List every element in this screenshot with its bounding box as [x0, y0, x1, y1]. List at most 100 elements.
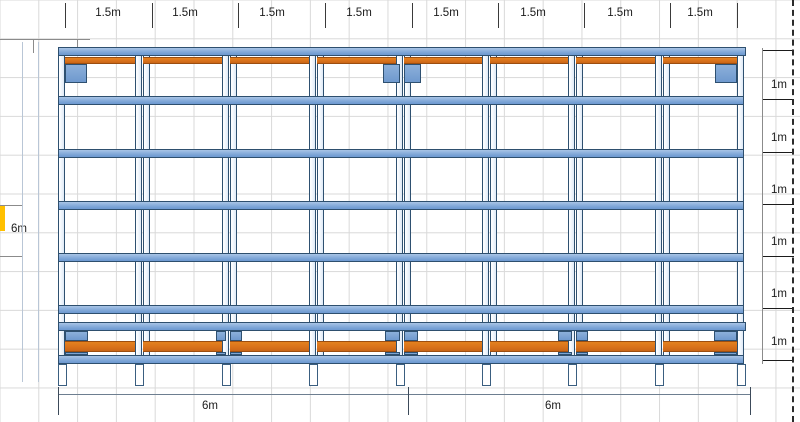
top-dimension-label: 1.5m	[687, 7, 713, 19]
ground-orange-band	[65, 341, 135, 352]
top-dimension-tick	[152, 3, 153, 28]
right-dimension-label: 1m	[771, 79, 787, 91]
ground-orange-band	[576, 341, 655, 352]
foundation-stub-column	[482, 364, 491, 386]
top-dimension-tick	[670, 3, 671, 28]
bottom-dimension-rule-left	[58, 394, 408, 395]
right-dimension-label: 1m	[771, 184, 787, 196]
left-dimension-label: 6m	[11, 223, 27, 235]
right-dimension-label: 1m	[771, 236, 787, 248]
corner-bracket-right	[77, 39, 78, 53]
top-dimension-label: 1.5m	[172, 7, 198, 19]
top-dimension-label: 1.5m	[433, 7, 459, 19]
bottom-dimension-label: 6m	[202, 400, 218, 412]
ground-haunch-upper	[714, 331, 737, 341]
top-dimension-label: 1.5m	[607, 7, 633, 19]
top-dimension-label: 1.5m	[259, 7, 285, 19]
right-dimension-label: 1m	[771, 288, 787, 300]
ground-orange-band	[404, 341, 482, 352]
ground-haunch-lower	[558, 352, 572, 355]
ground-haunch-lower	[576, 352, 588, 355]
right-dimension-tick	[762, 99, 794, 100]
ground-haunch-lower	[714, 352, 737, 355]
right-dimension-tick	[762, 50, 794, 51]
ground-haunch-upper	[385, 331, 400, 341]
right-dimension-tick	[762, 308, 794, 309]
foundation-stub-column	[737, 364, 746, 386]
left-rule-outer	[22, 42, 23, 382]
top-dimension-tick	[737, 3, 738, 28]
roof-beam	[58, 47, 746, 56]
roof-orange-band	[317, 57, 396, 64]
roof-orange-band	[143, 57, 222, 64]
ground-haunch-upper	[404, 331, 418, 341]
right-boundary-dashed-line	[792, 0, 794, 422]
foundation-stub-column	[58, 364, 67, 386]
roof-haunch	[383, 64, 400, 83]
foundation-stub-column	[396, 364, 405, 386]
roof-orange-band	[65, 57, 135, 64]
foundation-stub-column	[568, 364, 577, 386]
right-dimension-tick	[762, 204, 794, 205]
ground-orange-band	[317, 341, 396, 352]
right-dimension-label: 1m	[771, 132, 787, 144]
top-dimension-tick	[584, 3, 585, 28]
top-dimension-tick	[498, 3, 499, 28]
top-dimension-label: 1.5m	[95, 7, 121, 19]
top-dimension-tick	[325, 3, 326, 28]
ground-haunch-lower	[216, 352, 226, 355]
corner-bracket-left	[33, 39, 34, 53]
floor-beam	[58, 96, 744, 105]
roof-orange-band	[230, 57, 309, 64]
left-tick-lower	[0, 256, 22, 257]
roof-haunch	[65, 64, 87, 83]
right-dimension-label: 1m	[771, 336, 787, 348]
roof-orange-band	[490, 57, 568, 64]
bottom-dimension-cap	[750, 387, 751, 415]
floor-beam	[58, 149, 744, 158]
roof-orange-band	[404, 57, 482, 64]
ground-haunch-upper	[558, 331, 572, 341]
top-dimension-label: 1.5m	[520, 7, 546, 19]
foundation-stub-column	[655, 364, 664, 386]
foundation-stub-column	[309, 364, 318, 386]
left-rule-inner	[38, 42, 39, 382]
right-dimension-tick	[762, 360, 794, 361]
floor-beam	[58, 305, 744, 314]
top-dimension-tick	[65, 3, 66, 28]
left-extent-marker	[0, 205, 5, 231]
foundation-stub-column	[135, 364, 144, 386]
ground-haunch-upper	[65, 331, 88, 341]
top-dimension-label: 1.5m	[346, 7, 372, 19]
bottom-dimension-rule-right	[408, 394, 751, 395]
ground-orange-band	[490, 341, 568, 352]
top-dimension-tick	[412, 3, 413, 28]
corner-bracket-top	[0, 39, 90, 40]
foundation-stub-column	[222, 364, 231, 386]
ground-orange-band	[663, 341, 737, 352]
ground-haunch-upper	[230, 331, 242, 341]
ground-haunch-upper	[216, 331, 226, 341]
ground-haunch-lower	[230, 352, 242, 355]
right-dimension-tick	[762, 256, 794, 257]
roof-haunch	[715, 64, 737, 83]
bottom-dimension-label: 6m	[545, 400, 561, 412]
roof-orange-band	[663, 57, 737, 64]
roof-haunch	[404, 64, 421, 83]
left-tick-upper	[0, 205, 22, 206]
ground-orange-band	[143, 341, 222, 352]
right-dimension-tick	[762, 152, 794, 153]
base-beam	[58, 355, 744, 364]
ground-haunch-lower	[385, 352, 400, 355]
ground-orange-band	[230, 341, 309, 352]
floor-beam	[58, 253, 744, 262]
ground-haunch-upper	[576, 331, 588, 341]
roof-orange-band	[576, 57, 655, 64]
floor-beam	[58, 201, 744, 210]
bottom-dimension-cap	[408, 387, 409, 415]
top-dimension-tick	[238, 3, 239, 28]
ground-upper-beam	[58, 322, 746, 331]
ground-haunch-lower	[404, 352, 418, 355]
right-rule	[762, 48, 763, 364]
